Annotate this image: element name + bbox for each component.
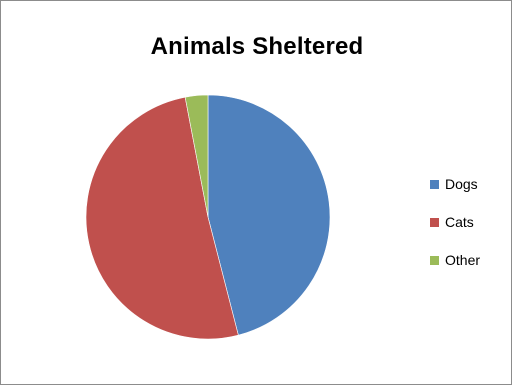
legend-label-cats: Cats bbox=[445, 214, 474, 230]
legend-swatch-other bbox=[430, 256, 439, 265]
pie-slices bbox=[85, 94, 331, 340]
legend-swatch-dogs bbox=[430, 180, 439, 189]
pie-slice-other bbox=[184, 94, 209, 218]
legend-swatch-cats bbox=[430, 218, 439, 227]
legend-item-cats: Cats bbox=[430, 214, 510, 231]
legend-label-other: Other bbox=[445, 252, 481, 268]
pie-slice-cats bbox=[85, 96, 239, 340]
chart-title: Animals Sheltered bbox=[150, 33, 364, 60]
legend-item-other: Other bbox=[430, 252, 510, 269]
legend-label-dogs: Dogs bbox=[445, 176, 478, 192]
legend-item-dogs: Dogs bbox=[430, 176, 510, 193]
legend: Dogs Cats Other bbox=[430, 176, 510, 290]
pie-slice-dogs bbox=[207, 94, 331, 336]
